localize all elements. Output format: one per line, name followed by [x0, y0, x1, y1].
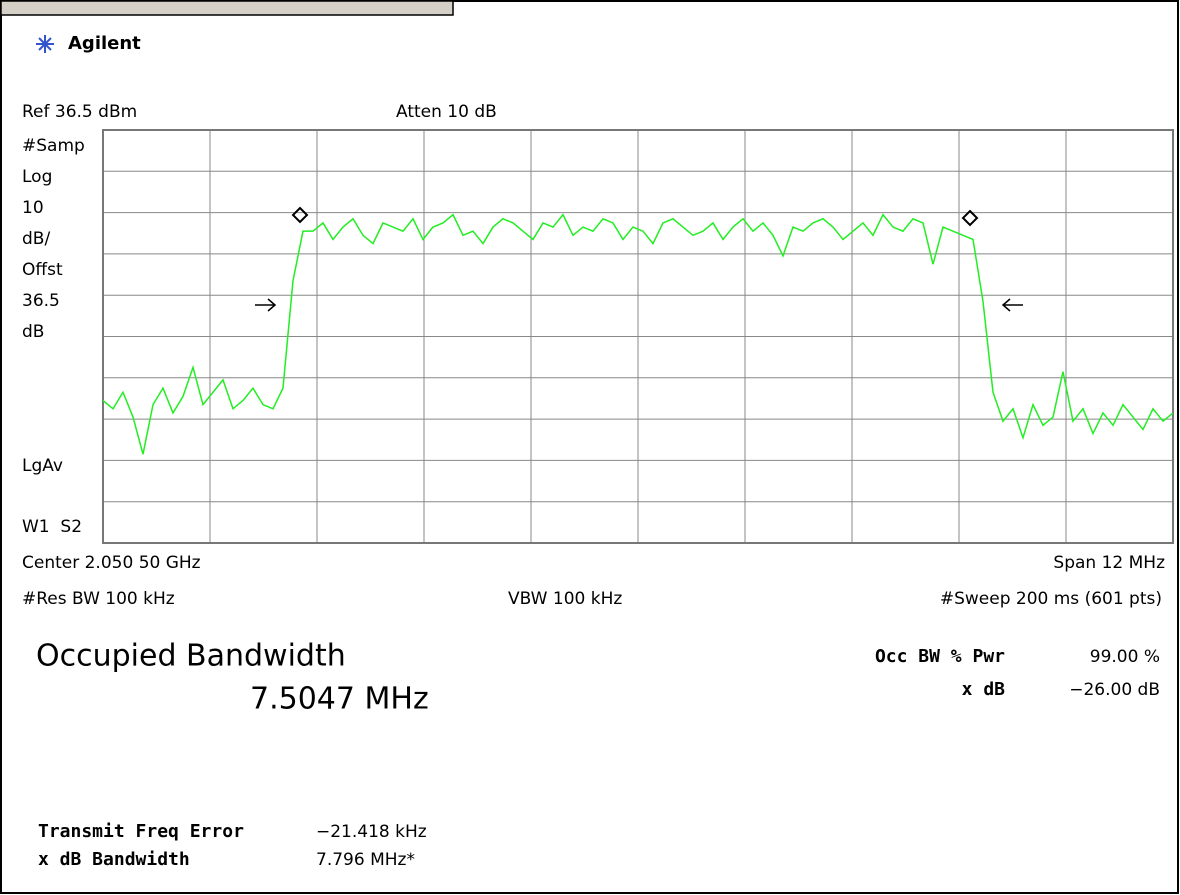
span: Span 12 MHz [1053, 553, 1165, 573]
scale-label: dB [22, 322, 44, 342]
res-bw: #Res BW 100 kHz [22, 589, 175, 609]
marker [961, 209, 979, 227]
extra-value: −21.418 kHz [316, 822, 427, 842]
title-bar [0, 0, 454, 16]
scale-label: #Samp [22, 136, 85, 156]
attenuation: Atten 10 dB [396, 102, 497, 122]
result-title: Occupied Bandwidth [36, 639, 346, 674]
arrow-right [255, 298, 277, 312]
scale-label: 36.5 [22, 291, 60, 311]
param-value: −26.00 dB [1069, 680, 1160, 700]
param-label: Occ BW % Pwr [875, 646, 1005, 667]
sweep: #Sweep 200 ms (601 pts) [940, 589, 1162, 609]
plot-border [102, 129, 1174, 544]
param-label: x dB [962, 679, 1006, 700]
extra-label: x dB Bandwidth [38, 849, 190, 870]
scale-label: Offst [22, 260, 63, 280]
scale-label: 10 [22, 198, 44, 218]
scale-label: dB/ [22, 229, 50, 249]
graticule [103, 130, 1173, 543]
logo [36, 35, 54, 53]
center-freq: Center 2.050 50 GHz [22, 553, 201, 573]
result-value: 7.5047 MHz [250, 682, 429, 717]
extra-value: 7.796 MHz* [316, 850, 415, 870]
avg-label: LgAv [22, 456, 63, 476]
trace [102, 213, 1174, 455]
param-value: 99.00 % [1090, 647, 1160, 667]
ref-level: Ref 36.5 dBm [22, 102, 137, 122]
extra-label: Transmit Freq Error [38, 821, 244, 842]
vbw: VBW 100 kHz [508, 589, 622, 609]
window-label: W1 S2 [22, 517, 82, 537]
marker [291, 206, 309, 224]
brand: Agilent [68, 33, 141, 54]
arrow-left [1001, 298, 1023, 312]
scale-label: Log [22, 167, 52, 187]
